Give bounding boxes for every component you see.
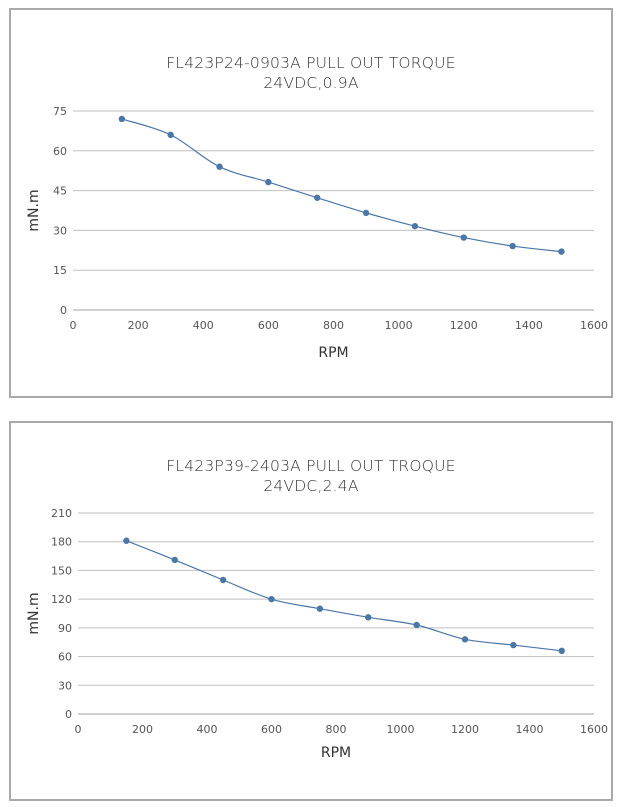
y-tick-label: 90 [58, 622, 72, 635]
x-tick-label: 1600 [580, 723, 608, 736]
y-axis-label: mN.m [26, 592, 42, 634]
series-line [121, 118, 562, 253]
chart-panel-2: FL423P39-2403A PULL OUT TROQUE 24VDC,2.4… [9, 421, 613, 801]
chart-subtitle: 24VDC,0.9A [263, 74, 359, 92]
y-tick-label: 75 [53, 105, 67, 118]
data-point [509, 242, 516, 250]
x-tick-label: 400 [197, 723, 218, 736]
x-tick-label: 1000 [385, 319, 413, 332]
y-tick-label: 0 [65, 708, 72, 721]
y-tick-label: 180 [51, 536, 72, 549]
data-point [460, 234, 467, 241]
data-point [219, 576, 227, 584]
chart-plot-2: 0 30 60 90 120 150 180 210 0 200 400 600 800 1000 1200… [26, 507, 608, 761]
data-point [265, 178, 272, 186]
chart-plot-1: 0 15 30 45 60 75 0 200 400 600 800 1000 1200 1400 1600… [26, 105, 608, 361]
chart-title: FL423P39-2403A PULL OUT TROQUE [166, 457, 456, 475]
x-tick-label: 1400 [515, 319, 543, 332]
data-point [558, 248, 565, 255]
x-axis-label: RPM [318, 345, 348, 361]
y-tick-label: 30 [58, 679, 72, 692]
x-tick-label: 1200 [451, 723, 479, 736]
data-point [316, 605, 324, 612]
y-axis-label: mN.m [26, 189, 42, 231]
x-tick-label: 400 [193, 319, 214, 332]
chart-subtitle: 24VDC,2.4A [263, 477, 359, 495]
x-tick-label: 1200 [450, 319, 478, 332]
chart-title: FL423P24-0903A PULL OUT TORQUE [166, 54, 456, 72]
data-point [413, 621, 420, 629]
x-tick-label: 200 [132, 723, 153, 736]
y-tick-label: 60 [58, 651, 72, 664]
y-tick-label: 45 [53, 185, 67, 198]
data-point [362, 209, 370, 217]
data-point [118, 115, 126, 123]
x-tick-label: 600 [261, 723, 282, 736]
y-tick-label: 150 [51, 564, 72, 577]
x-tick-label: 0 [75, 723, 82, 736]
data-point [268, 595, 275, 603]
x-axis-label: RPM [321, 745, 351, 761]
x-tick-label: 600 [258, 319, 279, 332]
y-tick-label: 120 [51, 593, 72, 606]
x-tick-label: 800 [326, 723, 347, 736]
y-tick-label: 210 [51, 507, 72, 520]
x-tick-label: 200 [128, 319, 149, 332]
data-point [216, 163, 223, 170]
x-tick-label: 0 [70, 319, 77, 332]
data-point [510, 641, 517, 649]
data-point [123, 537, 130, 544]
data-point [167, 131, 174, 139]
data-point [171, 556, 178, 564]
y-tick-label: 0 [60, 304, 67, 317]
data-point [411, 222, 419, 230]
y-tick-label: 30 [53, 224, 67, 237]
data-point [365, 614, 372, 621]
x-tick-label: 1600 [580, 319, 608, 332]
x-tick-label: 1400 [516, 723, 544, 736]
chart-panel-1: FL423P24-0903A PULL OUT TORQUE 24VDC,0.9… [9, 8, 613, 398]
data-point [461, 636, 469, 643]
x-tick-label: 800 [323, 319, 344, 332]
series-line [126, 540, 562, 652]
x-tick-label: 1000 [387, 723, 415, 736]
y-tick-label: 60 [53, 145, 67, 158]
data-point [558, 647, 565, 655]
data-point [314, 194, 321, 201]
y-tick-label: 15 [53, 264, 67, 277]
